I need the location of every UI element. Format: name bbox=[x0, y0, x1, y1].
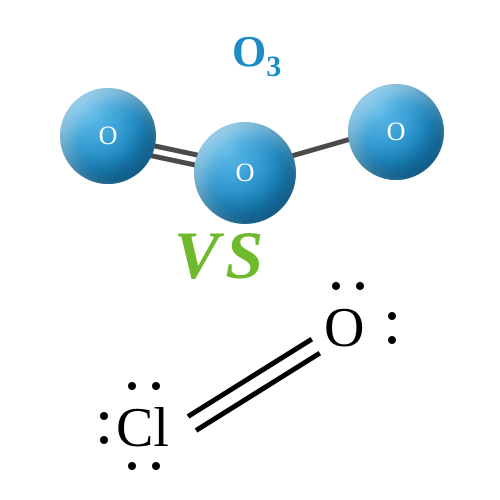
o-dot bbox=[332, 282, 340, 290]
o-label: O bbox=[324, 296, 364, 360]
o-dot bbox=[356, 282, 364, 290]
cl-label: Cl bbox=[116, 396, 169, 460]
clo-bond-2 bbox=[195, 351, 321, 433]
ozone-formula: O3 bbox=[232, 26, 281, 84]
cl-dot bbox=[128, 382, 136, 390]
oxygen-label-left: O bbox=[99, 121, 118, 151]
cl-dot bbox=[100, 412, 108, 420]
cl-dot bbox=[128, 462, 136, 470]
oxygen-atom-center: O bbox=[194, 122, 296, 224]
o-dot bbox=[388, 336, 396, 344]
diagram-canvas: O O O O3 VS Cl O bbox=[0, 0, 500, 500]
oxygen-label-center: O bbox=[236, 158, 255, 188]
o-dot bbox=[388, 312, 396, 320]
cl-dot bbox=[152, 462, 160, 470]
oxygen-atom-right: O bbox=[348, 84, 444, 180]
clo-bond-1 bbox=[187, 337, 313, 419]
vs-text: VS bbox=[174, 216, 269, 295]
oxygen-atom-left: O bbox=[60, 88, 156, 184]
cl-dot bbox=[100, 436, 108, 444]
oxygen-label-right: O bbox=[387, 117, 406, 147]
cl-dot bbox=[152, 382, 160, 390]
